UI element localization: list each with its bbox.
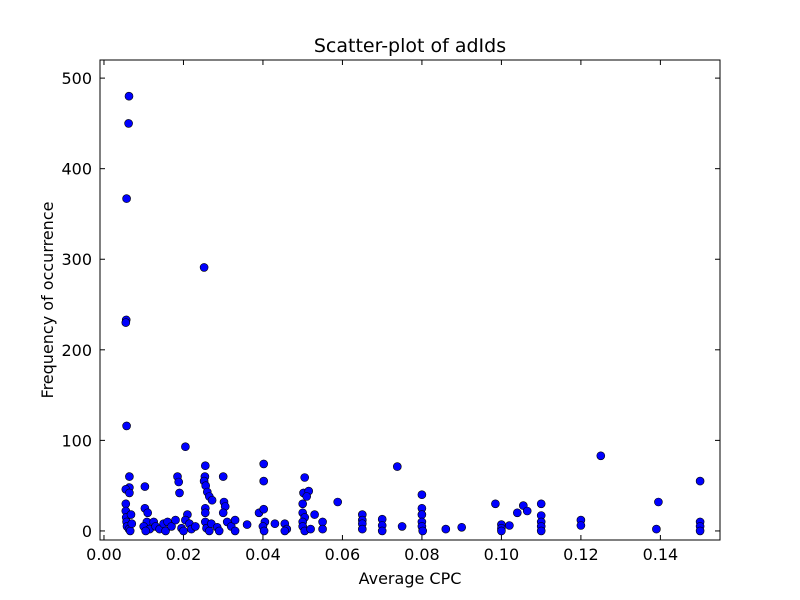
data-point — [126, 510, 136, 519]
data-point — [167, 522, 176, 531]
x-tick-label: 0.12 — [563, 545, 599, 564]
data-point — [218, 508, 228, 518]
data-point — [259, 504, 269, 514]
data-point — [259, 459, 269, 469]
chart-title: Scatter-plot of adIds — [314, 35, 506, 57]
x-tick-label: 0.00 — [86, 545, 122, 564]
data-point — [596, 451, 606, 461]
data-point — [230, 526, 240, 536]
x-axis-label: Average CPC — [359, 569, 462, 588]
data-point — [218, 472, 228, 481]
data-point — [576, 521, 586, 530]
data-point — [417, 490, 427, 500]
data-point — [306, 524, 315, 534]
data-point — [333, 497, 343, 507]
data-point — [125, 488, 134, 498]
data-point — [201, 461, 210, 471]
y-tick-label: 100 — [61, 431, 92, 450]
data-point — [201, 508, 210, 518]
x-tick-label: 0.06 — [325, 545, 361, 564]
data-point — [418, 526, 428, 536]
points-layer — [121, 91, 705, 536]
data-point — [491, 499, 500, 509]
y-tick-label: 300 — [61, 250, 92, 269]
data-point — [441, 524, 451, 534]
data-point — [536, 526, 546, 536]
data-point — [124, 91, 134, 101]
data-point — [377, 526, 387, 536]
plot-area-frame — [99, 59, 721, 541]
y-tick-label: 500 — [61, 69, 92, 88]
data-point — [124, 119, 133, 128]
x-tick-label: 0.10 — [484, 545, 520, 564]
data-point — [199, 263, 209, 272]
data-point — [230, 515, 240, 525]
y-tick-label: 400 — [61, 160, 92, 179]
y-tick-label: 200 — [61, 341, 92, 360]
data-point — [242, 520, 252, 529]
y-tick-label: 0 — [82, 522, 92, 541]
data-point — [122, 194, 131, 203]
x-tick-label: 0.04 — [245, 545, 281, 564]
data-point — [161, 526, 170, 536]
data-point — [121, 318, 131, 327]
data-point — [695, 476, 705, 486]
data-point — [280, 526, 290, 536]
data-point — [536, 499, 546, 509]
data-point — [122, 421, 131, 431]
data-point — [143, 508, 152, 518]
data-point — [318, 524, 327, 534]
data-point — [214, 526, 224, 536]
x-tick-label: 0.14 — [643, 545, 679, 564]
x-tick-label: 0.02 — [166, 545, 202, 564]
data-point — [125, 472, 134, 481]
data-point — [298, 499, 308, 509]
data-point — [171, 515, 180, 525]
data-point — [654, 497, 663, 507]
data-point — [497, 526, 506, 536]
data-point — [191, 522, 200, 531]
data-point — [512, 508, 522, 518]
data-point — [181, 442, 190, 452]
data-point — [207, 495, 217, 505]
data-point — [259, 526, 269, 536]
data-point — [417, 510, 427, 519]
data-point — [522, 506, 532, 516]
data-point — [259, 476, 269, 486]
data-point — [179, 526, 188, 536]
data-point — [310, 510, 319, 519]
data-point — [505, 521, 514, 530]
data-point — [127, 519, 137, 529]
data-point — [392, 462, 402, 471]
data-point — [695, 526, 705, 536]
y-axis: 0 100 200 300 400 500 — [61, 69, 720, 541]
data-point — [302, 492, 312, 501]
data-point — [300, 473, 310, 482]
data-point — [652, 524, 661, 534]
data-point — [141, 526, 150, 536]
data-point — [205, 526, 214, 536]
data-point — [174, 477, 183, 487]
data-point — [121, 499, 131, 509]
data-point — [457, 522, 467, 532]
data-point — [397, 522, 407, 531]
data-point — [125, 526, 135, 536]
y-axis-label: Frequency of occurrence — [38, 202, 57, 399]
data-point — [175, 488, 184, 498]
x-axis: 0.00 0.02 0.04 0.06 0.08 0.10 0.12 0.14 — [86, 60, 678, 564]
data-point — [270, 519, 280, 529]
data-point — [140, 482, 150, 491]
data-point — [318, 517, 327, 527]
x-tick-label: 0.08 — [404, 545, 440, 564]
data-point — [357, 524, 367, 534]
